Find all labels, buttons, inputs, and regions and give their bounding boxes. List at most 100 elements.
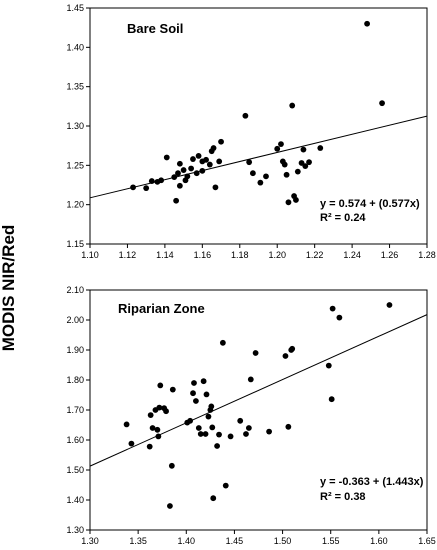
panel-2-y-tick-label: 2.00 xyxy=(66,315,84,325)
panel-1-data-point xyxy=(143,185,150,192)
panel-1-data-point xyxy=(281,161,288,168)
panel-2-data-point xyxy=(156,404,163,411)
panel-2-data-point xyxy=(285,423,292,430)
panel-1-x-tick-label: 1.18 xyxy=(231,250,249,260)
panel-1-data-point xyxy=(294,168,301,175)
panel-1-x-tick-label: 1.12 xyxy=(119,250,137,260)
panel-2-data-point xyxy=(187,417,194,424)
panel-2-data-point xyxy=(222,482,229,489)
panel-1-y-tick-label: 1.20 xyxy=(66,200,84,210)
panel-2-data-point xyxy=(386,302,393,308)
panel-2-data-point xyxy=(200,378,207,385)
panel-2-data-point xyxy=(128,440,135,447)
panel-1-x-tick-label: 1.22 xyxy=(306,250,324,260)
panel-2-data-point xyxy=(247,376,254,383)
panel-2-data-point xyxy=(252,350,259,356)
panel-1-data-point xyxy=(212,184,219,191)
panel-2-x-tick-label: 1.50 xyxy=(274,536,292,546)
panel-2-data-point xyxy=(210,495,217,502)
panel-1-data-point xyxy=(289,102,296,109)
panel-2-data-point xyxy=(237,417,244,424)
panel-2-y-tick-label: 1.40 xyxy=(66,495,84,505)
panel-1-data-point xyxy=(242,112,249,119)
panel-1-data-point xyxy=(158,177,165,184)
panel-2-data-point xyxy=(208,403,215,410)
panel-1-data-point xyxy=(293,197,299,203)
panel-2-data-point xyxy=(195,425,202,431)
panel-1-data-point xyxy=(379,100,385,107)
y-axis-label: MODIS NIR/Red xyxy=(0,225,18,352)
panel-2-data-point xyxy=(266,428,272,435)
panel-2-r-squared: R² = 0.38 xyxy=(320,491,366,503)
panel-1-data-point xyxy=(210,145,217,151)
panel-1-data-point xyxy=(193,170,200,177)
panel-1-data-point xyxy=(173,197,180,204)
panel-1-data-point xyxy=(184,173,191,180)
panel-1-data-point xyxy=(364,20,370,27)
panel-1-data-point xyxy=(317,145,324,151)
panel-2-data-point xyxy=(167,503,173,509)
panel-2-data-point xyxy=(329,305,336,312)
panel-1-data-point xyxy=(176,160,183,167)
panel-2-data-point xyxy=(149,425,156,431)
panel-2-equation: y = -0.363 + (1.443x) xyxy=(320,476,424,488)
panel-2-data-point xyxy=(146,443,153,450)
panel-2-x-tick-label: 1.65 xyxy=(418,536,436,546)
panel-1-data-point xyxy=(171,174,178,181)
panel-1-y-tick-label: 1.15 xyxy=(66,239,84,249)
panel-1-data-point xyxy=(195,152,202,159)
panel-1-data-point xyxy=(218,138,224,145)
panel-1-equation: y = 0.574 + (0.577x) xyxy=(320,198,420,210)
panel-1-data-point xyxy=(306,159,312,166)
panel-2-data-point xyxy=(205,413,212,420)
panel-1-data-point xyxy=(278,141,284,147)
panel-1-data-point xyxy=(283,171,290,178)
panel-2-data-point xyxy=(227,433,234,440)
panel-1-x-tick-label: 1.24 xyxy=(343,250,361,260)
panel-1-x-tick-label: 1.14 xyxy=(156,250,174,260)
panel-2-x-tick-label: 1.55 xyxy=(322,536,340,546)
panel-1-data-point xyxy=(203,156,209,163)
panel-2-x-tick-label: 1.35 xyxy=(129,536,147,546)
panel-2-data-point xyxy=(197,431,204,437)
panel-1-x-tick-label: 1.10 xyxy=(81,250,99,260)
panel-2-data-point xyxy=(209,424,216,431)
panel-1-data-point xyxy=(302,163,309,170)
panel-2-data-point xyxy=(289,345,296,352)
panel-2-data-point xyxy=(216,431,222,438)
panel-2-y-tick-label: 1.50 xyxy=(66,465,84,475)
panel-1-y-tick-label: 1.35 xyxy=(66,82,84,92)
panel-2-data-point xyxy=(191,380,197,386)
panel-2-data-point xyxy=(202,431,209,437)
panel-1-data-point xyxy=(130,184,136,191)
panel-2-data-point xyxy=(147,412,154,418)
panel-2-y-tick-label: 1.70 xyxy=(66,405,84,415)
panel-2-data-point xyxy=(219,339,226,346)
panel-1-data-point xyxy=(148,178,155,184)
panel-2-x-tick-label: 1.45 xyxy=(226,536,244,546)
panel-1-data-point xyxy=(285,199,292,206)
panel-1-x-tick-label: 1.26 xyxy=(381,250,399,260)
panel-2-data-point xyxy=(155,433,162,440)
panel-2-plot-frame xyxy=(89,289,428,531)
panel-1-r-squared: R² = 0.24 xyxy=(320,212,366,224)
panel-1-y-tick-label: 1.45 xyxy=(66,3,84,13)
panel-2-data-point xyxy=(328,396,335,403)
panel-2-y-tick-label: 1.30 xyxy=(66,525,84,535)
panel-2-data-point xyxy=(157,382,164,389)
panel-2-x-tick-label: 1.30 xyxy=(81,536,99,546)
panel-2-y-tick-label: 2.10 xyxy=(66,285,84,295)
panel-2-data-point xyxy=(214,443,220,449)
panel-1-data-point xyxy=(249,170,256,177)
panel-1-data-point xyxy=(199,167,206,174)
panel-1-data-point xyxy=(180,167,187,173)
panel-1-data-point xyxy=(246,159,253,166)
panel-1-data-point xyxy=(190,156,196,162)
panel-1-data-point xyxy=(263,173,269,180)
panel-2-data-point xyxy=(245,425,252,431)
panel-1-data-point xyxy=(300,146,307,153)
panel-1-y-tick-label: 1.25 xyxy=(66,160,84,170)
panel-2-x-tick-label: 1.60 xyxy=(370,536,388,546)
panel-1-title: Bare Soil xyxy=(127,21,183,36)
panel-2-y-tick-label: 1.90 xyxy=(66,345,84,355)
